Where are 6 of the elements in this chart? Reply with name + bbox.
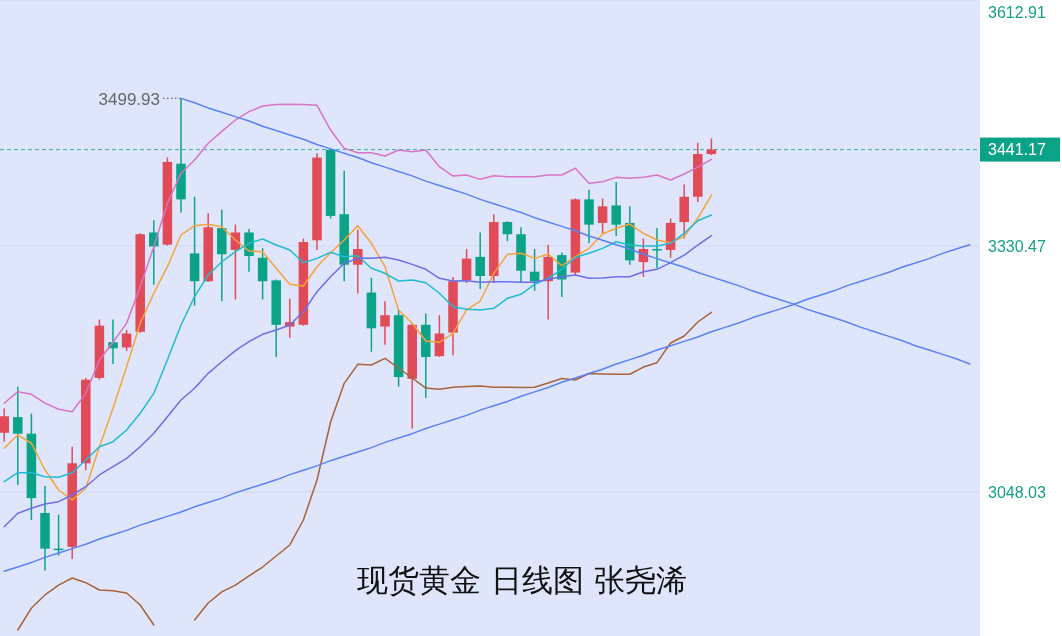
ref-line-label: 3441.17 (988, 141, 1046, 159)
text: 现货黄金 日线图 张尧浠 (357, 562, 687, 598)
y-tick-label: 3330.47 (988, 237, 1046, 255)
annotation: 3499.93 (98, 89, 160, 109)
y-tick-label: 3612.91 (988, 3, 1046, 21)
y-tick-label: 3048.03 (988, 483, 1046, 501)
